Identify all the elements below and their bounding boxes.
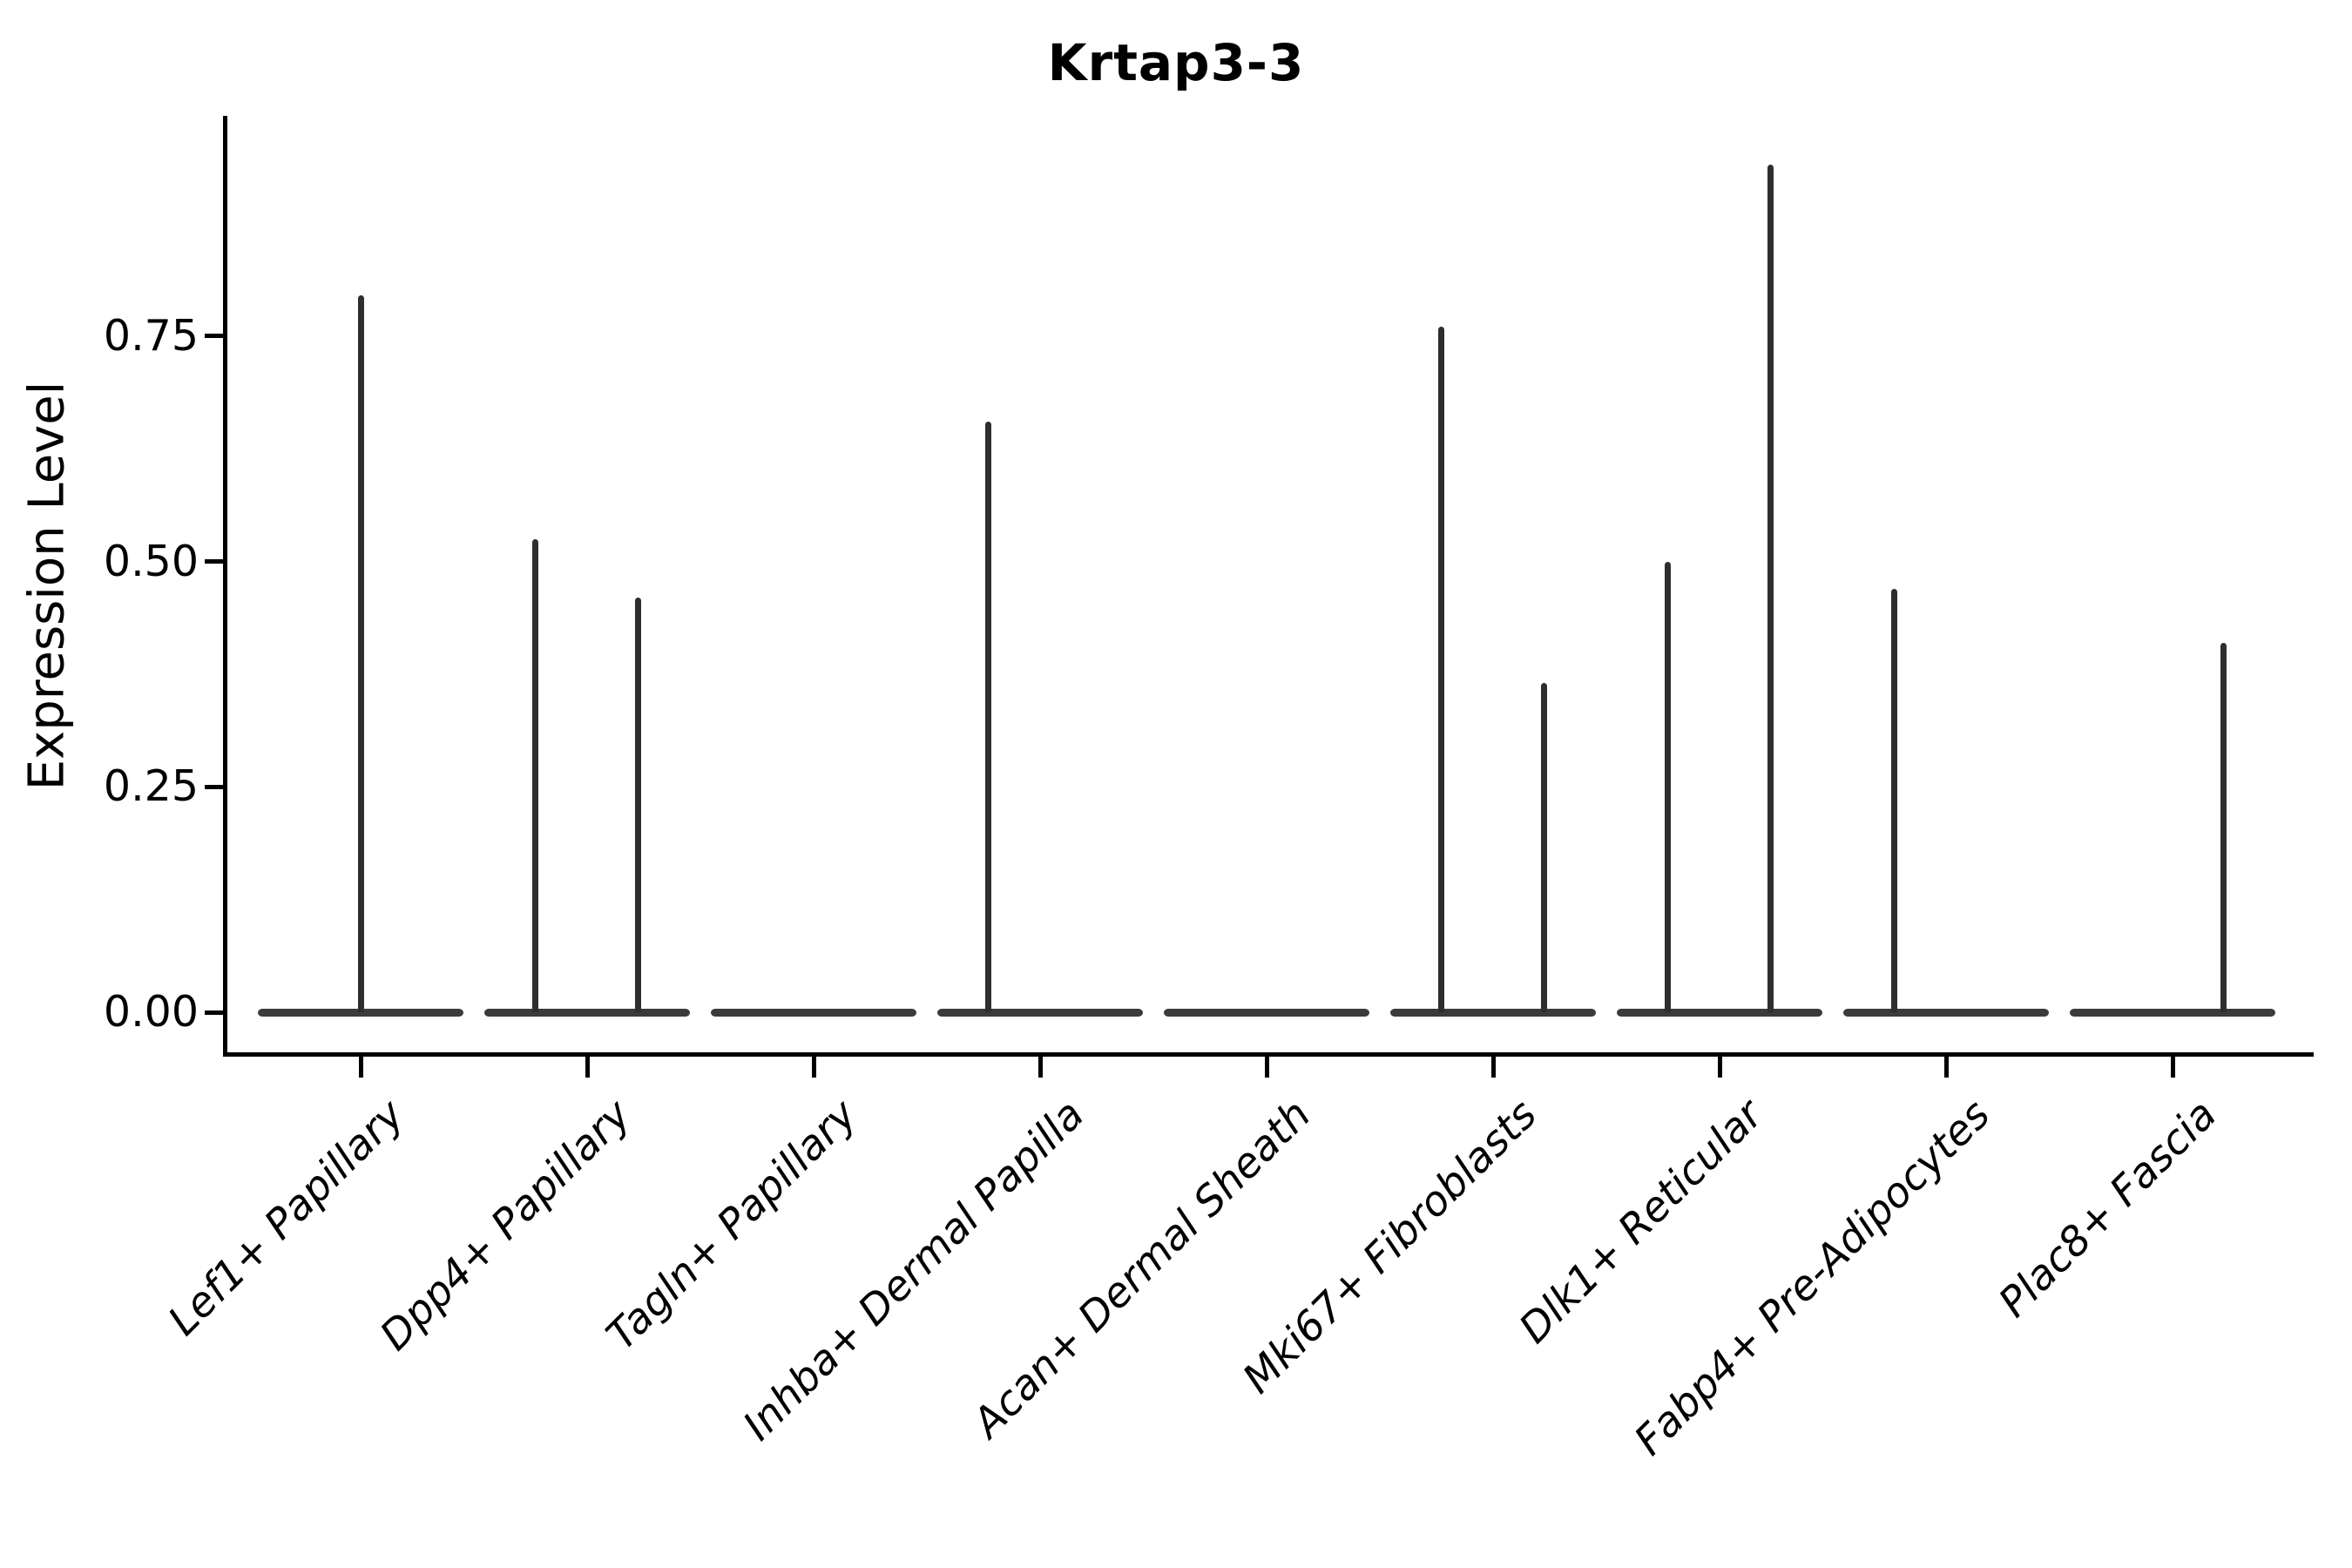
y-tick-mark	[205, 784, 226, 789]
x-tick-mark	[1490, 1055, 1496, 1078]
violin-baseline	[2070, 1009, 2275, 1017]
violin-spike	[1890, 588, 1897, 1012]
x-tick-mark	[1943, 1055, 1949, 1078]
violin-baseline	[1390, 1009, 1596, 1017]
violin-baseline	[1164, 1009, 1369, 1017]
chart-title: Krtap3-3	[1047, 33, 1305, 92]
y-tick-label: 0.75	[103, 310, 199, 361]
x-axis-line	[223, 1052, 2314, 1057]
x-tick-mark	[1264, 1055, 1269, 1078]
violin-baseline	[1843, 1009, 2049, 1017]
x-tick-label: Plac8+ Fascia	[1989, 1091, 2226, 1328]
y-tick-label: 0.00	[103, 987, 199, 1037]
y-tick-mark	[205, 559, 226, 564]
x-tick-label: Lef1+ Papillary	[159, 1091, 414, 1346]
x-tick-mark	[358, 1055, 363, 1078]
x-tick-mark	[2170, 1055, 2175, 1078]
violin-spike	[1767, 165, 1774, 1012]
violin-baseline	[937, 1009, 1143, 1017]
violin-spike	[634, 597, 641, 1012]
violin-spike	[2220, 642, 2227, 1012]
y-tick-label: 0.50	[103, 536, 199, 586]
violin-baseline	[258, 1009, 463, 1017]
violin-baseline	[1617, 1009, 1822, 1017]
y-tick-label: 0.25	[103, 761, 199, 812]
x-tick-mark	[1037, 1055, 1043, 1078]
y-axis-label: Expression Level	[18, 381, 76, 791]
violin-spike	[357, 295, 364, 1012]
plot-area	[226, 118, 2312, 1054]
violin-baseline	[484, 1009, 690, 1017]
y-tick-mark	[205, 1010, 226, 1015]
x-tick-label: Dpp4+ Papillary	[370, 1091, 640, 1361]
x-tick-label: Tagln+ Papillary	[598, 1091, 867, 1360]
y-axis-line	[223, 116, 227, 1057]
y-axis-label-column: Expression Level	[0, 118, 94, 1054]
x-tick-mark	[811, 1055, 816, 1078]
violin-spike	[531, 538, 538, 1012]
y-tick-mark	[205, 334, 226, 339]
x-tick-mark	[585, 1055, 590, 1078]
x-tick-mark	[1717, 1055, 1722, 1078]
violin-spike	[984, 422, 991, 1012]
violin-spike	[1437, 327, 1444, 1012]
violin-baseline	[711, 1009, 916, 1017]
violin-spike	[1664, 561, 1671, 1012]
violin-spike	[1540, 683, 1547, 1012]
x-tick-label: Dlk1+ Reticular	[1510, 1091, 1773, 1353]
